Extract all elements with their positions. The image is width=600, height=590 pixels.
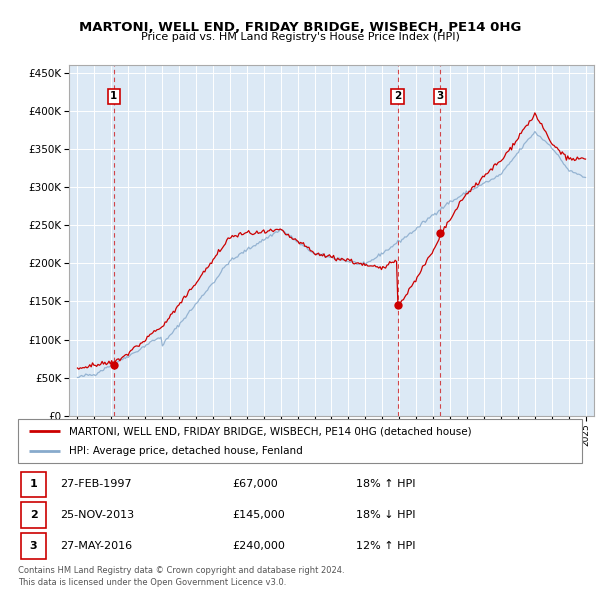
Text: 27-FEB-1997: 27-FEB-1997 xyxy=(60,480,132,489)
Text: 2: 2 xyxy=(29,510,37,520)
Text: 3: 3 xyxy=(29,541,37,550)
Text: Contains HM Land Registry data © Crown copyright and database right 2024.
This d: Contains HM Land Registry data © Crown c… xyxy=(18,566,344,587)
Text: £145,000: £145,000 xyxy=(232,510,285,520)
Text: MARTONI, WELL END, FRIDAY BRIDGE, WISBECH, PE14 0HG: MARTONI, WELL END, FRIDAY BRIDGE, WISBEC… xyxy=(79,21,521,34)
Text: £240,000: £240,000 xyxy=(232,541,285,550)
Text: 27-MAY-2016: 27-MAY-2016 xyxy=(60,541,133,550)
FancyBboxPatch shape xyxy=(21,533,46,559)
Text: 2: 2 xyxy=(394,91,401,101)
FancyBboxPatch shape xyxy=(18,419,582,463)
FancyBboxPatch shape xyxy=(21,471,46,497)
Text: 1: 1 xyxy=(29,480,37,489)
Text: 18% ↓ HPI: 18% ↓ HPI xyxy=(356,510,416,520)
Text: HPI: Average price, detached house, Fenland: HPI: Average price, detached house, Fenl… xyxy=(69,446,302,455)
FancyBboxPatch shape xyxy=(21,502,46,528)
Text: 25-NOV-2013: 25-NOV-2013 xyxy=(60,510,134,520)
Text: 12% ↑ HPI: 12% ↑ HPI xyxy=(356,541,416,550)
Text: £67,000: £67,000 xyxy=(232,480,278,489)
Text: 18% ↑ HPI: 18% ↑ HPI xyxy=(356,480,416,489)
Text: Price paid vs. HM Land Registry's House Price Index (HPI): Price paid vs. HM Land Registry's House … xyxy=(140,32,460,42)
Text: 3: 3 xyxy=(436,91,443,101)
Text: 1: 1 xyxy=(110,91,118,101)
Text: MARTONI, WELL END, FRIDAY BRIDGE, WISBECH, PE14 0HG (detached house): MARTONI, WELL END, FRIDAY BRIDGE, WISBEC… xyxy=(69,427,472,436)
